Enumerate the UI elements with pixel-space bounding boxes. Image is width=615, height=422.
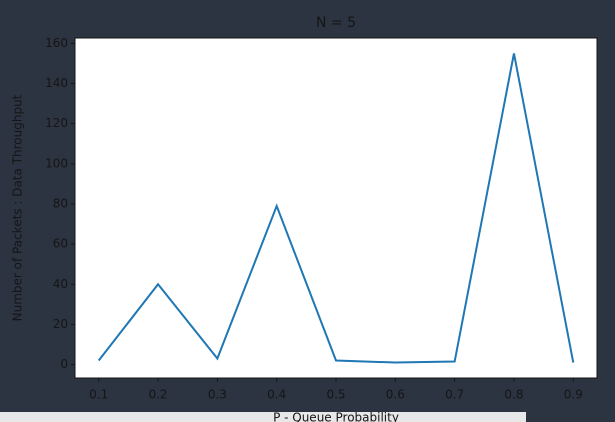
x-tick-label: 0.2 — [148, 388, 167, 402]
y-tick-label: 140 — [45, 76, 68, 90]
y-tick-label: 0 — [60, 357, 68, 371]
y-tick-label: 160 — [45, 36, 68, 50]
y-tick-label: 80 — [53, 196, 68, 210]
y-tick-label: 40 — [53, 277, 68, 291]
x-tick-label: 0.6 — [386, 388, 405, 402]
data-line — [97, 53, 575, 364]
x-tick-label: 0.5 — [326, 388, 345, 402]
x-tick-label: 0.4 — [267, 388, 286, 402]
x-tick-label: 0.1 — [89, 388, 108, 402]
axes-frame — [74, 37, 598, 379]
x-tick-label: 0.8 — [504, 388, 523, 402]
x-tick-label: 0.9 — [564, 388, 583, 402]
x-tick-label: 0.3 — [208, 388, 227, 402]
chart-title: N = 5 — [316, 15, 356, 31]
x-tick-label: 0.7 — [445, 388, 464, 402]
y-tick-label: 100 — [45, 156, 68, 170]
x-axis-label: P - Queue Probability — [273, 411, 399, 422]
y-axis-label: Number of Packets : Data Throughput — [11, 94, 25, 321]
plot-area — [75, 38, 597, 378]
scroll-strip — [0, 412, 526, 422]
y-tick-label: 60 — [53, 237, 68, 251]
y-tick-label: 20 — [53, 317, 68, 331]
y-tick-label: 120 — [45, 116, 68, 130]
